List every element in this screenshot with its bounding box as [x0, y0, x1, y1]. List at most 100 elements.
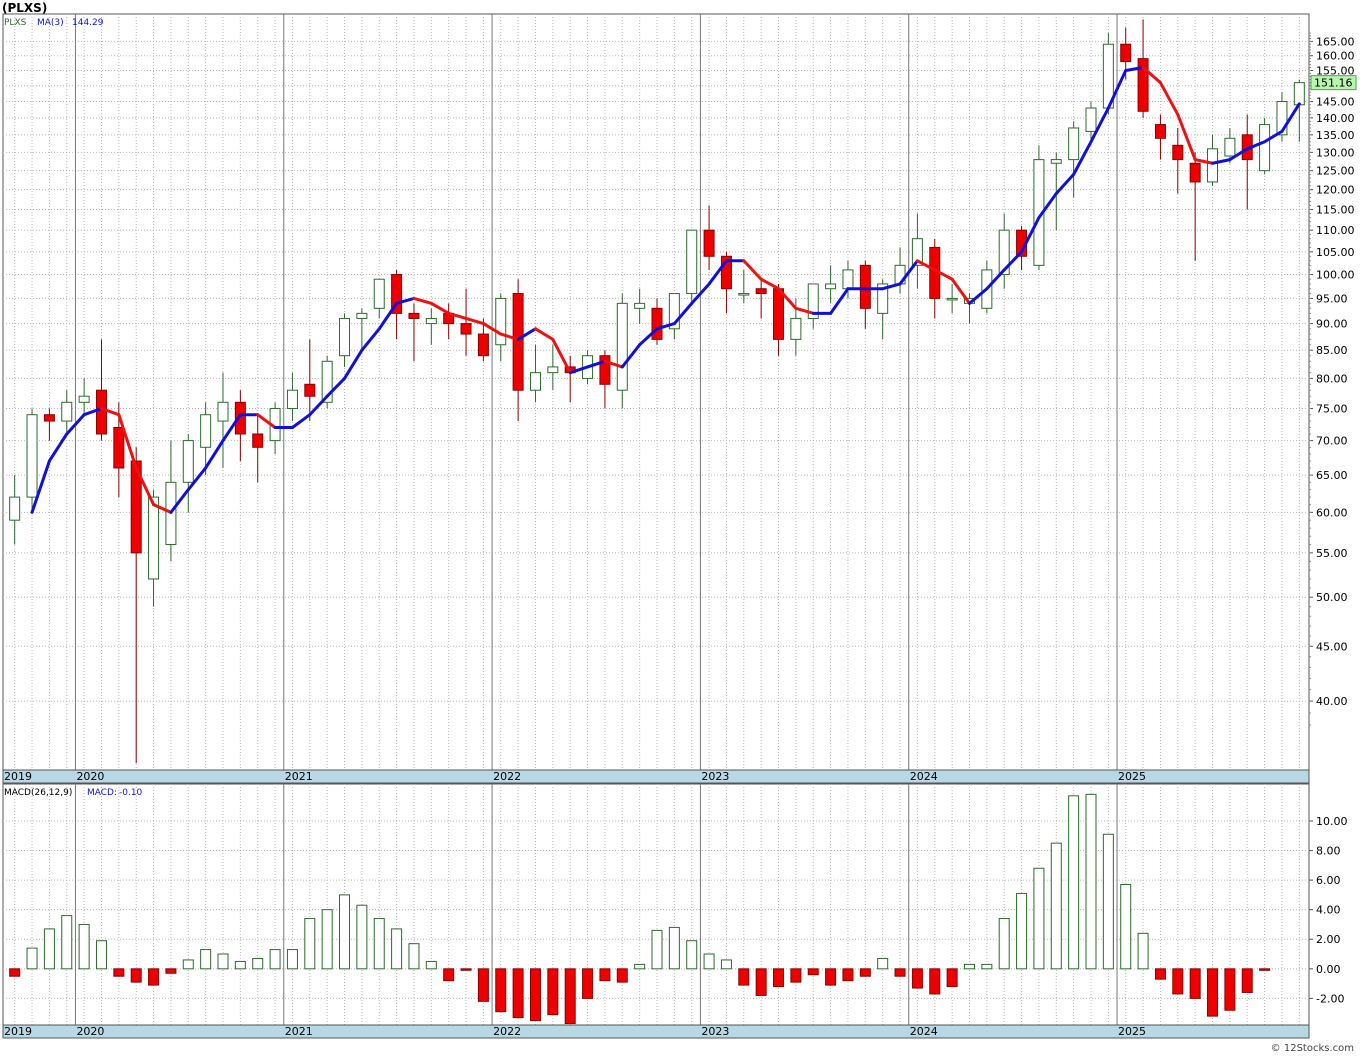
- ma-segment: [1054, 172, 1076, 196]
- ma-segment: [429, 301, 451, 315]
- candle-body: [911, 238, 923, 266]
- macd-bar: [529, 968, 541, 1022]
- macd-bar: [738, 968, 750, 986]
- ma-segment: [967, 287, 989, 305]
- candle-body: [1259, 124, 1271, 172]
- price-tick-label: 110.00: [1316, 224, 1355, 237]
- macd-tick-label: 2.00: [1316, 933, 1341, 946]
- price-tick-label: 90.00: [1316, 318, 1348, 331]
- macd-bar: [339, 894, 351, 970]
- price-tick-label: 70.00: [1316, 435, 1348, 448]
- candle: [217, 372, 229, 468]
- ma-segment: [221, 413, 242, 443]
- macd-bar: [373, 918, 385, 970]
- candle-body: [373, 278, 385, 309]
- candle: [1259, 117, 1271, 175]
- candle-body: [825, 283, 837, 290]
- macd-bar: [1050, 842, 1062, 970]
- candle: [825, 265, 837, 304]
- macd-bar: [217, 953, 229, 970]
- candle-body: [408, 312, 420, 319]
- candle: [252, 414, 264, 483]
- macd-bar: [165, 968, 177, 974]
- macd-bar: [616, 968, 628, 983]
- candle-body: [790, 317, 802, 340]
- candle: [425, 308, 437, 345]
- candle-body: [773, 288, 785, 340]
- macd-bar: [269, 949, 281, 970]
- x-axis-band: [2, 769, 1310, 784]
- ma-segment: [30, 459, 51, 514]
- price-tick-label: 55.00: [1316, 547, 1348, 560]
- candle-body: [859, 264, 871, 309]
- price-tick-label: 145.00: [1316, 96, 1355, 109]
- x-axis-band: [2, 1024, 1310, 1039]
- candle-body: [391, 274, 403, 314]
- ma-segment: [325, 376, 347, 398]
- ma-segment: [481, 322, 503, 336]
- ma-segment: [829, 287, 850, 315]
- price-tick-label: 155.00: [1316, 65, 1355, 78]
- candle: [373, 278, 385, 319]
- candle: [668, 293, 680, 340]
- ma-segment: [672, 301, 694, 326]
- ma-segment: [447, 311, 468, 320]
- macd-bar: [859, 968, 871, 977]
- ma-segment: [256, 413, 277, 429]
- ma-segment: [603, 359, 624, 369]
- candle: [304, 339, 316, 422]
- macd-bar: [634, 963, 646, 970]
- x-axis-year-label: 2023: [701, 770, 729, 783]
- candle-body: [477, 333, 489, 357]
- candle-body: [634, 302, 646, 309]
- macd-title: MACD(26,12,9): [4, 788, 72, 798]
- macd-bar: [946, 968, 958, 988]
- candle-body: [547, 366, 559, 374]
- price-tick-label: 130.00: [1316, 146, 1355, 159]
- candle: [755, 279, 767, 319]
- candle: [1207, 134, 1219, 186]
- macd-bar: [651, 929, 663, 970]
- price-tick-label: 85.00: [1316, 344, 1348, 357]
- candle: [339, 313, 351, 367]
- legend-ma-label: MA(3): [37, 18, 64, 28]
- price-tick-label: 75.00: [1316, 402, 1348, 415]
- candle-body: [998, 229, 1010, 276]
- legend-symbol: PLXS: [4, 18, 27, 28]
- x-axis-year-label: 2020: [76, 770, 104, 783]
- macd-bar: [1172, 968, 1184, 995]
- candle: [1085, 101, 1097, 146]
- macd-bar: [1102, 833, 1114, 970]
- macd-bar: [894, 968, 906, 977]
- ma-segment: [65, 413, 86, 436]
- macd-bar: [807, 968, 819, 976]
- candle: [859, 260, 871, 329]
- candle-body: [946, 297, 958, 301]
- macd-bar: [460, 968, 472, 971]
- ma-segment: [377, 301, 399, 331]
- candle: [182, 433, 194, 513]
- ma-segment: [759, 277, 781, 291]
- price-tick-label: 125.00: [1316, 165, 1355, 178]
- macd-bar: [26, 947, 38, 970]
- ma-segment: [707, 259, 728, 286]
- ma-segment: [915, 259, 937, 272]
- ma-segment: [568, 365, 590, 375]
- x-axis-year-label: 2024: [910, 770, 938, 783]
- x-axis-year-label: 2021: [285, 770, 313, 783]
- candle: [529, 344, 541, 403]
- candle: [911, 213, 923, 289]
- candle: [1068, 121, 1080, 198]
- macd-bar: [477, 968, 489, 1002]
- price-tick-label: 100.00: [1316, 269, 1355, 282]
- macd-bar: [512, 968, 524, 1019]
- candle-body: [755, 288, 767, 295]
- candle: [43, 408, 55, 441]
- macd-bar: [825, 968, 837, 986]
- ma-segment: [395, 296, 416, 305]
- ma-segment: [690, 282, 711, 305]
- macd-bar: [9, 968, 21, 977]
- macd-bar: [408, 943, 420, 970]
- macd-bar: [1259, 968, 1271, 971]
- ma-segment: [1002, 250, 1024, 272]
